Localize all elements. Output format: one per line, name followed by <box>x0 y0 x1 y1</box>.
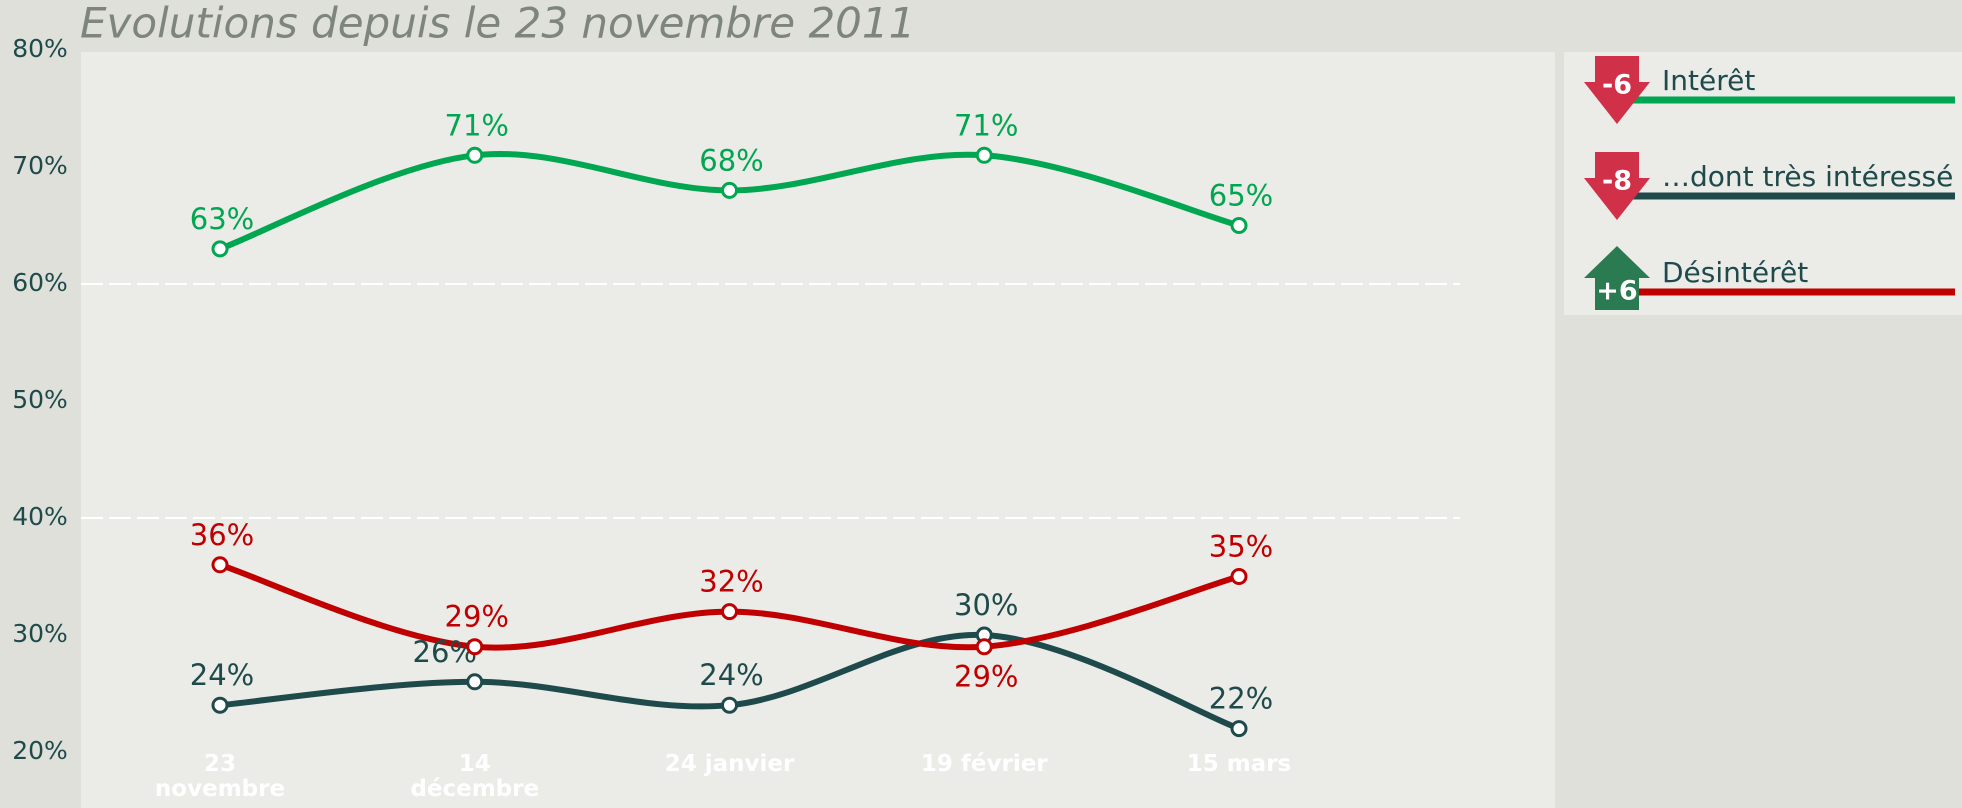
value-label: 68% <box>699 143 763 177</box>
change-label: -6 <box>1602 70 1632 101</box>
point-marker <box>723 698 737 712</box>
x-tick-label: 24 janvier <box>655 752 805 777</box>
x-tick-label: 19 février <box>909 752 1059 777</box>
change-label: -8 <box>1602 166 1632 197</box>
point-marker <box>468 675 482 689</box>
change-label: +6 <box>1596 276 1637 307</box>
y-tick-label: 40% <box>12 502 68 531</box>
point-marker <box>213 698 227 712</box>
point-marker <box>213 242 227 256</box>
value-label: 63% <box>190 202 254 236</box>
value-label: 35% <box>1209 530 1273 564</box>
point-marker <box>213 558 227 572</box>
x-tick-label: 23 novembre <box>145 752 295 802</box>
point-marker <box>468 640 482 654</box>
value-label: 24% <box>190 658 254 692</box>
page: Evolutions depuis le 23 novembre 2011 20… <box>0 0 1962 808</box>
x-tick-label: 15 mars <box>1164 752 1314 777</box>
value-label: 65% <box>1209 179 1273 213</box>
y-tick-label: 50% <box>12 385 68 414</box>
value-label: 24% <box>699 658 763 692</box>
value-label: 32% <box>699 565 763 599</box>
chart-title: Evolutions depuis le 23 novembre 2011 <box>80 0 915 48</box>
point-marker <box>1232 570 1246 584</box>
y-tick-label: 30% <box>12 619 68 648</box>
value-label: 26% <box>413 635 477 669</box>
point-marker <box>723 605 737 619</box>
point-marker <box>723 183 737 197</box>
y-tick-label: 70% <box>12 151 68 180</box>
value-label: 30% <box>954 588 1018 622</box>
y-tick-label: 20% <box>12 736 68 765</box>
point-marker <box>977 148 991 162</box>
value-label: 29% <box>445 600 509 634</box>
point-marker <box>1232 722 1246 736</box>
x-tick-label: 14 décembre <box>400 752 550 802</box>
value-label: 71% <box>445 108 509 142</box>
value-label: 29% <box>954 660 1018 694</box>
y-tick-label: 80% <box>12 34 68 63</box>
legend-label: Désintérêt <box>1662 256 1808 289</box>
value-label: 22% <box>1209 682 1273 716</box>
point-marker <box>1232 219 1246 233</box>
legend-label: …dont très intéressé <box>1662 160 1953 193</box>
y-tick-label: 60% <box>12 268 68 297</box>
chart: Evolutions depuis le 23 novembre 2011 20… <box>0 0 1962 808</box>
legend-label: Intérêt <box>1662 64 1755 97</box>
point-marker <box>468 148 482 162</box>
point-marker <box>977 640 991 654</box>
value-label: 71% <box>954 108 1018 142</box>
value-label: 36% <box>190 518 254 552</box>
